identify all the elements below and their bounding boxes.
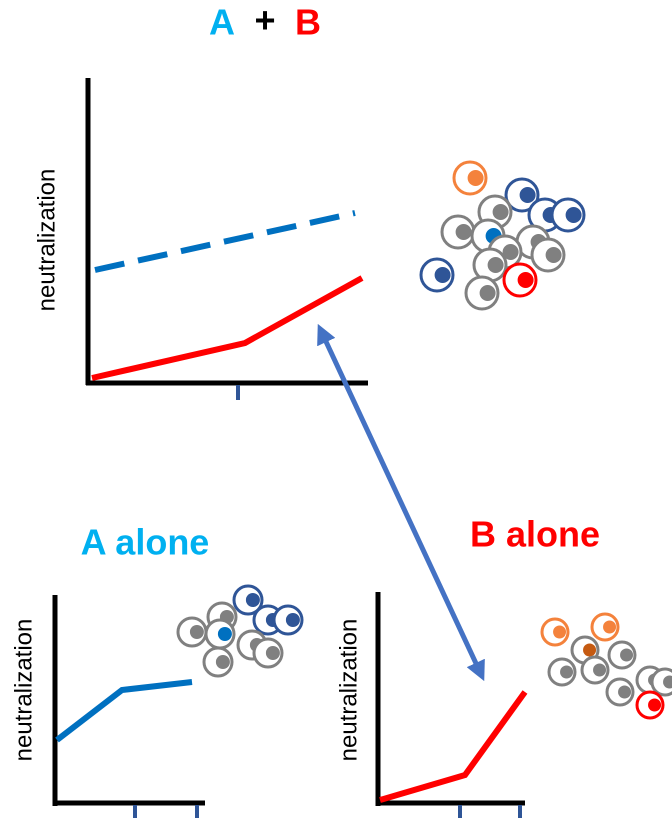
red-line xyxy=(91,275,364,381)
top-chart: neutralization xyxy=(33,78,368,400)
cell xyxy=(272,604,304,636)
cell xyxy=(590,612,620,642)
cell xyxy=(547,657,577,687)
label-b: B xyxy=(295,2,321,43)
cell xyxy=(504,177,540,213)
a-title: A alone xyxy=(81,522,210,563)
dashed-line xyxy=(94,210,356,273)
cell-clusters xyxy=(176,160,672,720)
cell xyxy=(530,237,566,273)
cell xyxy=(252,637,284,669)
y-label: neutralization xyxy=(335,619,362,762)
y-label: neutralization xyxy=(10,619,37,762)
cell xyxy=(650,667,672,697)
cell xyxy=(580,655,610,685)
cell xyxy=(502,262,538,298)
cell xyxy=(452,160,488,196)
cell xyxy=(550,197,586,233)
red-line xyxy=(379,690,528,803)
b-chart: neutralization xyxy=(335,592,528,818)
b-title: B alone xyxy=(470,514,600,555)
cell xyxy=(232,584,264,616)
cell xyxy=(419,257,455,293)
plus: + xyxy=(254,0,275,41)
cell xyxy=(635,690,665,720)
cell xyxy=(176,616,208,648)
cell xyxy=(440,214,476,250)
blue-line xyxy=(55,679,193,743)
y-label: neutralization xyxy=(33,169,60,312)
cell xyxy=(464,275,500,311)
a-chart: neutralization xyxy=(10,595,205,818)
double-arrow xyxy=(317,323,485,682)
cell xyxy=(607,640,637,670)
cell xyxy=(605,677,635,707)
cell xyxy=(540,617,570,647)
label-a: A xyxy=(209,2,235,43)
cell xyxy=(472,247,508,283)
cell xyxy=(202,646,234,678)
cell xyxy=(204,618,236,650)
